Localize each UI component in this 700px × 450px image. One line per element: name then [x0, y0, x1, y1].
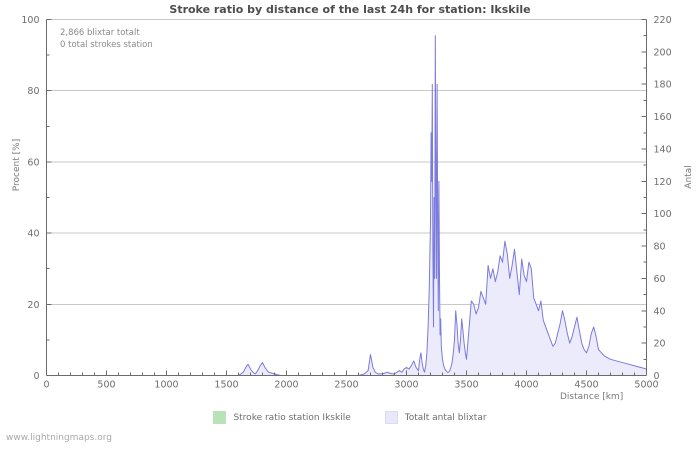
axis-ticks	[46, 19, 647, 376]
annotation-total-strokes: 2,866 blixtar totalt	[60, 28, 140, 38]
legend-item-stroke-ratio[interactable]: Stroke ratio station Ikskile	[213, 411, 351, 424]
svg-text:4500: 4500	[574, 380, 598, 391]
svg-text:60: 60	[27, 157, 39, 168]
legend-label-total-strokes: Totalt antal blixtar	[404, 412, 487, 423]
svg-text:0: 0	[43, 380, 49, 391]
gridlines	[46, 90, 647, 305]
x-axis-title: Distance [km]	[560, 392, 624, 402]
svg-text:1500: 1500	[214, 380, 238, 391]
axis-tick-labels: 0204060801000204060801001201401601802002…	[21, 15, 671, 391]
svg-text:2500: 2500	[334, 380, 358, 391]
chart-legend: Stroke ratio station Ikskile Totalt anta…	[0, 411, 700, 424]
svg-text:120: 120	[654, 177, 672, 188]
svg-text:20: 20	[654, 339, 666, 350]
svg-text:80: 80	[27, 86, 39, 97]
svg-text:100: 100	[654, 209, 672, 220]
svg-text:200: 200	[654, 47, 672, 58]
svg-text:40: 40	[27, 229, 39, 240]
svg-text:40: 40	[654, 306, 666, 317]
svg-text:160: 160	[654, 112, 672, 123]
legend-swatch-stroke-ratio	[213, 411, 227, 424]
svg-text:0: 0	[33, 371, 39, 382]
svg-text:180: 180	[654, 80, 672, 91]
svg-text:500: 500	[97, 380, 115, 391]
svg-text:2000: 2000	[274, 380, 298, 391]
svg-text:0: 0	[654, 371, 660, 382]
legend-swatch-total-strokes	[384, 411, 398, 424]
svg-text:80: 80	[654, 242, 666, 253]
legend-item-total-strokes[interactable]: Totalt antal blixtar	[384, 411, 487, 424]
series-line-total-strokes	[46, 35, 647, 376]
svg-text:1000: 1000	[154, 380, 178, 391]
svg-text:20: 20	[27, 300, 39, 311]
svg-text:4000: 4000	[514, 380, 538, 391]
svg-text:100: 100	[21, 15, 39, 26]
svg-text:140: 140	[654, 144, 672, 155]
chart-title: Stroke ratio by distance of the last 24h…	[169, 3, 531, 16]
svg-text:3000: 3000	[394, 380, 418, 391]
footer-url: www.lightningmaps.org	[6, 433, 112, 443]
svg-text:220: 220	[654, 15, 672, 26]
series-area-total-strokes	[46, 35, 647, 376]
svg-text:60: 60	[654, 274, 666, 285]
annotation-station-strokes: 0 total strokes station	[60, 40, 153, 50]
legend-label-stroke-ratio: Stroke ratio station Ikskile	[233, 412, 351, 423]
svg-text:5000: 5000	[634, 380, 658, 391]
svg-text:3500: 3500	[454, 380, 478, 391]
axis-frame	[46, 19, 647, 376]
